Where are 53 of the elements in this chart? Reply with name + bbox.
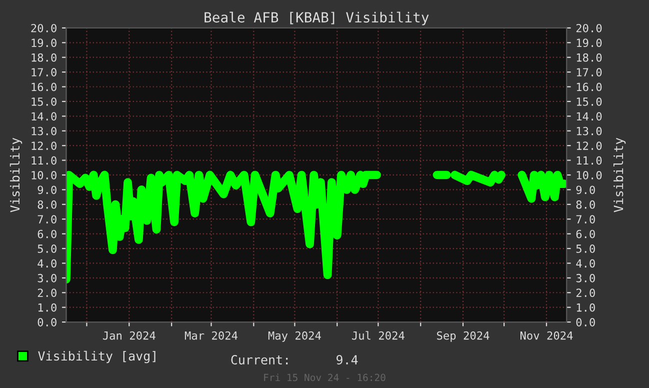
y2-tick-label: 8.0 [576,200,595,209]
y-tick-label: 1.0 [38,303,56,312]
x-tick-label: May 2024 [268,331,321,342]
x-tick-label: Jan 2024 [102,331,156,340]
y-tick-label: 20.0 [31,24,56,32]
y-tick-label: 13.0 [32,126,56,136]
y-tick-label: 12.0 [32,142,56,150]
y-tick-label: 5.0 [38,244,56,253]
y2-tick-label: 14.0 [576,112,602,121]
y-tick-label: 17.0 [32,68,56,76]
y-tick-label: 10.0 [32,170,56,180]
y2-tick-label: 15.0 [576,97,602,106]
y2-tick-label: 10.0 [576,170,602,180]
y-tick-label: 3.0 [38,274,56,282]
chart-title: Beale AFB [KBAB] Visibility [204,12,429,26]
y-tick-label: 7.0 [38,215,56,224]
y2-tick-label: 2.0 [576,288,595,298]
y2-tick-label: 11.0 [576,156,602,165]
y-tick-label: 8.0 [38,200,56,209]
y-tick-label: 19.0 [32,38,56,48]
y2-tick-label: 0.0 [576,318,595,326]
y-tick-label: 14.0 [32,112,56,121]
y2-tick-label: 19.0 [576,38,602,48]
y-tick-label: 18.0 [32,53,56,62]
y2-tick-label: 18.0 [576,53,602,62]
y2-axis-title: Visibility [613,138,626,212]
y2-tick-label: 7.0 [576,215,595,224]
y-tick-label: 2.0 [38,288,56,298]
x-tick-label: Sep 2024 [437,331,490,342]
y-tick-label: 6.0 [38,230,56,238]
y-tick-label: 4.0 [38,259,56,268]
y2-tick-label: 12.0 [576,142,602,150]
y2-tick-label: 13.0 [576,126,602,136]
y-tick-label: 15.0 [32,97,56,106]
text: Current: 9.4 [231,355,358,364]
y2-tick-label: 17.0 [576,68,602,76]
y-tick-label: 11.0 [32,156,56,165]
y2-tick-label: 1.0 [576,303,595,312]
y-axis-title: Visibility [10,138,22,212]
y-tick-label: 0.0 [38,318,56,326]
y-tick-label: 16.0 [32,82,56,92]
x-tick-label: Jul 2024 [352,331,404,340]
y2-tick-label: 9.0 [576,186,595,194]
y2-tick-label: 6.0 [576,230,595,238]
y2-tick-label: 5.0 [576,244,595,253]
y-tick-label: 9.0 [38,186,56,194]
x-tick-label: Mar 2024 [184,331,238,340]
y2-tick-label: 16.0 [576,82,602,92]
y2-tick-label: 4.0 [576,259,595,268]
y2-tick-label: 3.0 [576,274,595,282]
y2-tick-label: 20.0 [576,24,602,32]
legend-label: Visibility [avg] [38,350,156,364]
x-tick-label: Nov 2024 [520,331,573,340]
